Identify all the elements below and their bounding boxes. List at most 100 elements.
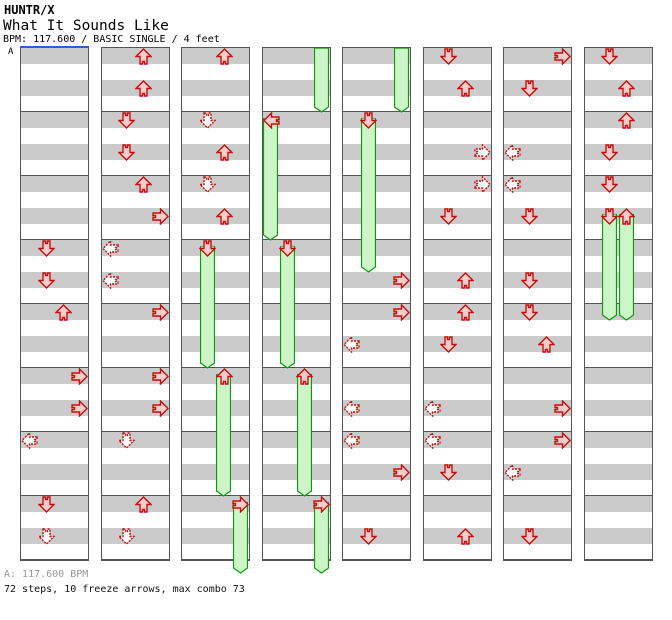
d-step-arrow-icon [198, 175, 216, 193]
r-step-arrow-icon [71, 367, 89, 385]
u-step-arrow-icon [54, 303, 72, 321]
l-step-arrow-icon [423, 431, 441, 449]
freeze-arrow-bar [233, 502, 249, 574]
d-step-arrow-icon [118, 527, 136, 545]
d-step-arrow-icon [198, 239, 216, 257]
chart-column [342, 47, 411, 561]
r-step-arrow-icon [474, 175, 491, 193]
d-step-arrow-icon [520, 271, 538, 289]
r-step-arrow-icon [554, 431, 572, 449]
chart-column [583, 47, 653, 561]
d-step-arrow-icon [440, 47, 458, 65]
freeze-arrow-bar [313, 502, 329, 574]
d-step-arrow-icon [520, 79, 538, 97]
u-step-arrow-icon [618, 111, 635, 129]
d-step-arrow-icon [359, 527, 377, 545]
l-step-arrow-icon [504, 143, 521, 161]
r-step-arrow-icon [554, 399, 572, 417]
u-step-arrow-icon [537, 335, 555, 353]
freeze-arrow-bar [360, 118, 376, 273]
r-step-arrow-icon [152, 303, 169, 321]
r-step-arrow-icon [152, 367, 169, 385]
l-step-arrow-icon [504, 463, 521, 481]
u-step-arrow-icon [215, 143, 233, 161]
d-step-arrow-icon [520, 207, 538, 225]
r-step-arrow-icon [393, 271, 411, 289]
chart-column [261, 47, 331, 574]
u-step-arrow-icon [618, 79, 635, 97]
l-step-arrow-icon [21, 431, 38, 449]
section-bpm-note: A: 117.600 BPM [4, 569, 89, 580]
d-step-arrow-icon [37, 527, 55, 545]
u-step-arrow-icon [215, 367, 233, 385]
freeze-arrow-bar [602, 214, 618, 321]
u-step-arrow-icon [457, 527, 474, 545]
u-step-arrow-icon [215, 207, 233, 225]
r-step-arrow-icon [554, 47, 572, 65]
d-step-arrow-icon [520, 527, 538, 545]
u-step-arrow-icon [135, 495, 152, 513]
u-step-arrow-icon [457, 303, 474, 321]
l-step-arrow-icon [343, 399, 360, 417]
u-step-arrow-icon [618, 207, 635, 225]
d-step-arrow-icon [440, 335, 458, 353]
chart-stats: 72 steps, 10 freeze arrows, max combo 73 [4, 584, 245, 595]
l-step-arrow-icon [504, 175, 521, 193]
u-step-arrow-icon [457, 79, 474, 97]
freeze-arrow-bar [313, 48, 329, 113]
d-step-arrow-icon [601, 207, 619, 225]
l-step-arrow-icon [423, 399, 441, 417]
freeze-arrow-bar [394, 48, 410, 113]
d-step-arrow-icon [37, 495, 55, 513]
d-step-arrow-icon [440, 207, 458, 225]
l-step-arrow-icon [343, 431, 360, 449]
d-step-arrow-icon [440, 463, 458, 481]
u-step-arrow-icon [135, 47, 152, 65]
chart-column [422, 47, 492, 561]
r-step-arrow-icon [71, 399, 89, 417]
chart-column [181, 47, 250, 574]
r-step-arrow-icon [313, 495, 330, 513]
u-step-arrow-icon [135, 175, 152, 193]
artist-name: HUNTR/X [4, 3, 55, 17]
chart-column [100, 47, 170, 561]
freeze-arrow-bar [296, 374, 312, 497]
r-step-arrow-icon [393, 303, 411, 321]
chart-column [20, 46, 89, 561]
d-step-arrow-icon [520, 303, 538, 321]
d-step-arrow-icon [118, 431, 136, 449]
freeze-arrow-bar [618, 214, 634, 321]
chart-column [503, 47, 572, 561]
l-step-arrow-icon [262, 111, 280, 129]
d-step-arrow-icon [601, 47, 619, 65]
chart-meta: BPM: 117.600 / BASIC SINGLE / 4 feet [3, 34, 220, 45]
freeze-arrow-bar [216, 374, 232, 497]
l-step-arrow-icon [101, 271, 119, 289]
r-step-arrow-icon [232, 495, 250, 513]
r-step-arrow-icon [393, 463, 411, 481]
u-step-arrow-icon [215, 47, 233, 65]
freeze-arrow-bar [199, 246, 215, 369]
u-step-arrow-icon [135, 79, 152, 97]
d-step-arrow-icon [37, 239, 55, 257]
d-step-arrow-icon [601, 143, 619, 161]
r-step-arrow-icon [152, 399, 169, 417]
d-step-arrow-icon [359, 111, 377, 129]
d-step-arrow-icon [118, 143, 136, 161]
d-step-arrow-icon [118, 111, 136, 129]
d-step-arrow-icon [37, 271, 55, 289]
u-step-arrow-icon [457, 271, 474, 289]
song-title: What It Sounds Like [3, 18, 169, 34]
freeze-arrow-bar [263, 118, 279, 241]
l-step-arrow-icon [343, 335, 360, 353]
r-step-arrow-icon [474, 143, 491, 161]
d-step-arrow-icon [601, 175, 619, 193]
section-label: A [8, 47, 14, 57]
d-step-arrow-icon [279, 239, 297, 257]
r-step-arrow-icon [152, 207, 169, 225]
d-step-arrow-icon [198, 111, 216, 129]
u-step-arrow-icon [296, 367, 313, 385]
l-step-arrow-icon [101, 239, 119, 257]
freeze-arrow-bar [280, 246, 296, 369]
